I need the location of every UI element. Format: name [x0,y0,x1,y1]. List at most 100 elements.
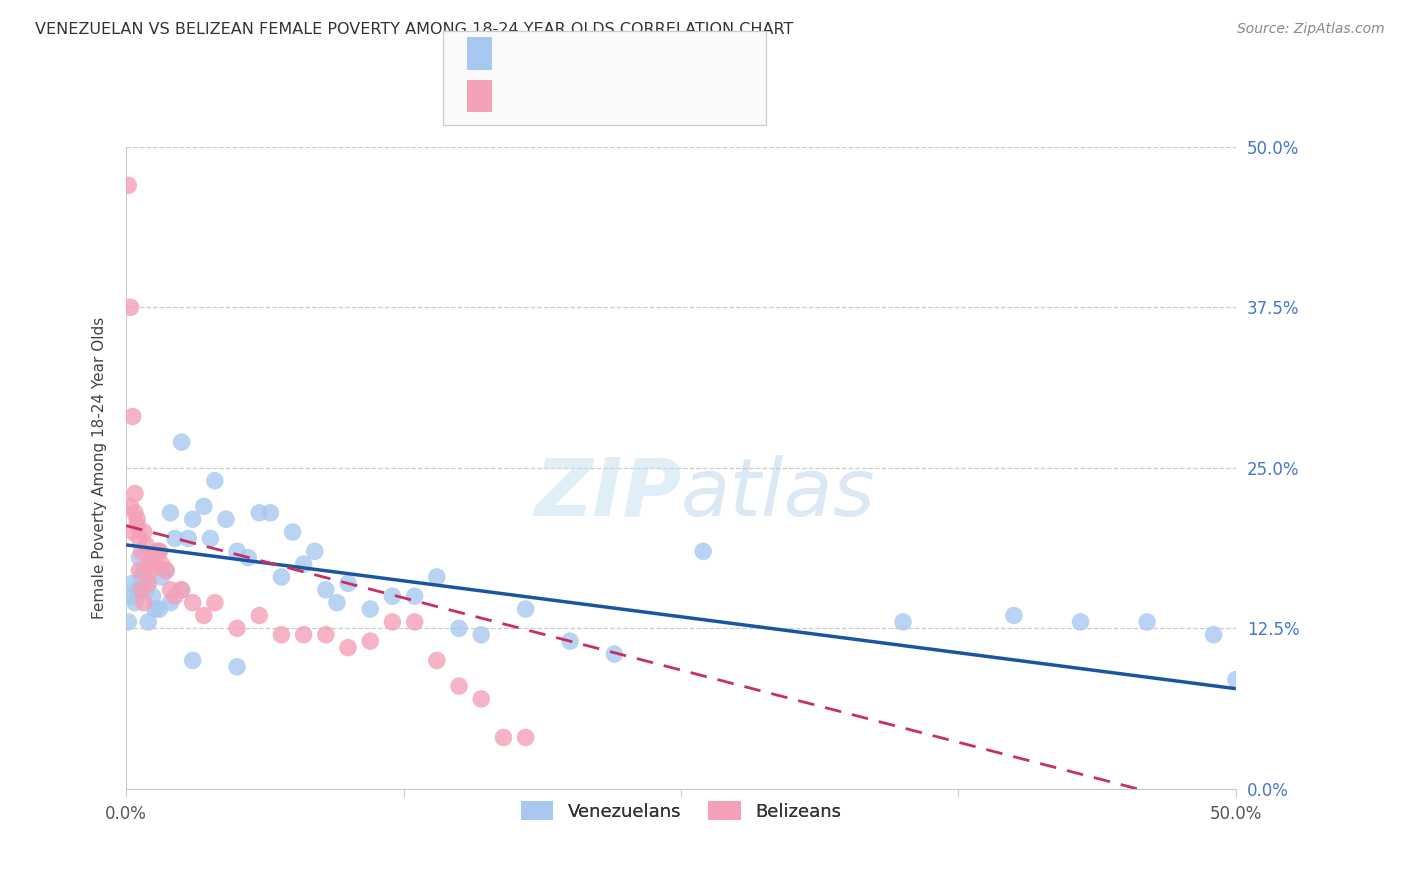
Point [492,731,515,745]
Point [470,628,492,642]
Point [150,557,173,571]
Point [163,589,186,603]
Point [150,570,173,584]
Text: -0.305: -0.305 [537,88,595,103]
Point [1202,628,1225,642]
Point [170,582,193,597]
Point [132,596,155,610]
Point [127,512,149,526]
Point [121,576,143,591]
Point [131,570,153,584]
Point [315,582,337,597]
Point [127,518,149,533]
Point [155,564,177,578]
Point [143,602,166,616]
Legend: Venezuelans, Belizeans: Venezuelans, Belizeans [513,794,848,828]
Point [159,582,181,597]
Point [292,557,315,571]
Point [177,532,200,546]
Point [146,544,169,558]
Point [128,532,150,546]
Point [148,544,170,558]
Point [226,621,249,635]
Point [270,628,292,642]
Point [1136,615,1159,629]
Point [135,538,157,552]
Point [337,640,360,655]
Point [135,582,157,597]
Point [404,589,426,603]
Point [136,615,159,629]
Point [155,564,177,578]
Point [132,524,155,539]
Text: -0.270: -0.270 [537,46,595,61]
Point [558,634,581,648]
Point [236,550,259,565]
Point [117,615,139,629]
Point [426,570,449,584]
Point [381,615,404,629]
Point [200,532,222,546]
Text: N =: N = [602,46,648,61]
Point [603,647,626,661]
Point [136,557,159,571]
Point [148,544,170,558]
Point [131,582,153,597]
Text: Source: ZipAtlas.com: Source: ZipAtlas.com [1237,22,1385,37]
Point [181,653,204,667]
Point [315,628,337,642]
Point [142,589,165,603]
Point [470,692,492,706]
Point [281,524,304,539]
Point [1225,673,1247,687]
Point [304,544,326,558]
Point [247,608,270,623]
Point [891,615,914,629]
Point [120,589,142,603]
Text: atlas: atlas [681,455,876,533]
Point [326,596,349,610]
Point [120,500,142,514]
Point [170,582,193,597]
Text: R =: R = [506,88,541,103]
Point [359,634,381,648]
Point [121,409,143,424]
Point [127,582,149,597]
Point [193,500,215,514]
Point [204,474,226,488]
Point [139,564,162,578]
Point [447,621,470,635]
Point [193,608,215,623]
Point [124,486,146,500]
Point [143,557,166,571]
Text: R =: R = [506,46,541,61]
Point [117,178,139,193]
Point [181,512,204,526]
Point [124,596,146,610]
Point [270,570,292,584]
Point [121,524,143,539]
Point [204,596,226,610]
Point [381,589,404,603]
Text: N =: N = [602,88,648,103]
Text: 45: 45 [638,88,661,103]
Point [515,731,537,745]
Point [247,506,270,520]
Text: ZIP: ZIP [534,455,681,533]
Point [128,550,150,565]
Point [447,679,470,693]
Text: 58: 58 [638,46,661,61]
Point [181,596,204,610]
Point [136,576,159,591]
Y-axis label: Female Poverty Among 18-24 Year Olds: Female Poverty Among 18-24 Year Olds [93,317,107,619]
Point [142,550,165,565]
Point [159,596,181,610]
Point [226,544,249,558]
Point [139,557,162,571]
Point [426,653,449,667]
Point [131,544,153,558]
Point [692,544,714,558]
Point [359,602,381,616]
Point [259,506,281,520]
Point [1002,608,1025,623]
